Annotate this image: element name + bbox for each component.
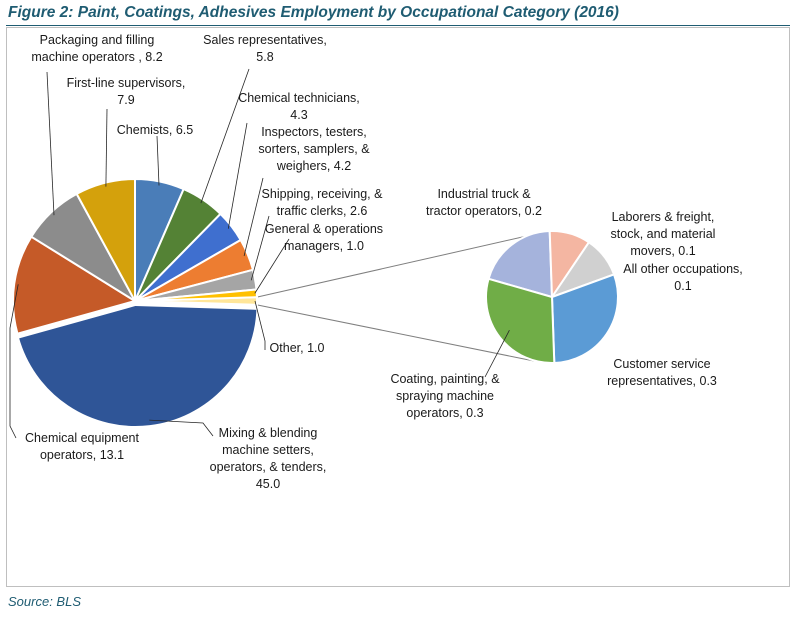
label-packaging-line-2: machine operators , 8.2 — [31, 50, 162, 64]
label-first-line-line-1: First-line supervisors, — [67, 76, 186, 90]
slice-chemical-equipment-operators — [12, 235, 138, 335]
connector-line-bottom — [256, 304, 535, 362]
label-customer-line-2: representatives, 0.3 — [607, 374, 717, 388]
main-pie — [12, 177, 259, 428]
leader-lines — [9, 68, 510, 439]
label-laborers-line-3: movers, 0.1 — [630, 244, 695, 258]
secondary-pie — [485, 230, 619, 364]
leader-mixing — [149, 419, 214, 437]
leader-packaging — [46, 71, 55, 216]
label-shipping-line-1: Shipping, receiving, & — [262, 187, 384, 201]
label-customer-line-1: Customer service — [613, 357, 710, 371]
label-chemical-equipment-line-1: Chemical equipment — [25, 431, 139, 445]
title-rule — [6, 25, 790, 26]
leader-chemists — [156, 135, 160, 186]
label-mixing-line-4: 45.0 — [256, 477, 280, 491]
label-general-line-2: managers, 1.0 — [284, 239, 364, 253]
label-industrial-line-2: tractor operators, 0.2 — [426, 204, 542, 218]
label-shipping-line-2: traffic clerks, 2.6 — [277, 204, 368, 218]
leader-shipping — [250, 215, 270, 281]
label-sales-line-1: Sales representatives, — [203, 33, 327, 47]
label-sales-line-2: 5.8 — [256, 50, 273, 64]
label-inspectors-line-3: weighers, 4.2 — [276, 159, 351, 173]
connector-lines — [256, 232, 541, 362]
label-laborers-line-2: stock, and material — [611, 227, 716, 241]
label-laborers-line-1: Laborers & freight, — [612, 210, 715, 224]
label-all-other-line-1: All other occupations, — [623, 262, 743, 276]
label-mixing-line-3: operators, & tenders, — [210, 460, 327, 474]
secondary-slice-coating-painting-spraying-machine-operators — [485, 277, 556, 364]
label-chemical-tech-line-2: 4.3 — [290, 108, 307, 122]
figure-title: Figure 2: Paint, Coatings, Adhesives Emp… — [8, 4, 619, 21]
label-packaging-line-1: Packaging and filling — [40, 33, 155, 47]
slice-general-operations-managers — [134, 288, 258, 302]
label-all-other-line-2: 0.1 — [674, 279, 691, 293]
leader-sales — [200, 68, 250, 204]
label-chemical-equipment-line-2: operators, 13.1 — [40, 448, 124, 462]
secondary-slice-industrial-truck-tractor-operators — [487, 230, 554, 299]
leader-first-line — [105, 108, 108, 187]
chart-container: Packaging and filling machine operators ,… — [6, 27, 790, 587]
secondary-slice-customer-service-representatives — [550, 273, 619, 364]
label-mixing-line-2: machine setters, — [222, 443, 314, 457]
leader-general — [254, 238, 290, 294]
leader-chemical-tech — [227, 122, 248, 229]
label-chemists: Chemists, 6.5 — [117, 123, 193, 137]
data-labels: Packaging and filling machine operators ,… — [25, 33, 743, 491]
label-inspectors-line-2: sorters, samplers, & — [258, 142, 370, 156]
label-other: Other, 1.0 — [270, 341, 325, 355]
pie-of-pie-chart: Packaging and filling machine operators ,… — [9, 33, 743, 491]
slice-mixing-blending-machine-setters-operators-tenders — [16, 303, 259, 428]
label-coating-line-3: operators, 0.3 — [406, 406, 483, 420]
leader-chemical-equipment — [9, 284, 19, 439]
source-note: Source: BLS — [8, 594, 81, 609]
label-mixing-line-1: Mixing & blending — [219, 426, 318, 440]
label-coating-line-2: spraying machine — [396, 389, 494, 403]
label-first-line-line-2: 7.9 — [117, 93, 134, 107]
connector-line-top — [256, 232, 541, 298]
leader-other — [254, 300, 266, 350]
label-general-line-1: General & operations — [265, 222, 383, 236]
leader-coating — [484, 330, 510, 378]
leader-inspectors — [243, 177, 264, 257]
label-industrial-line-1: Industrial truck & — [437, 187, 531, 201]
label-inspectors-line-1: Inspectors, testers, — [261, 125, 367, 139]
label-coating-line-1: Coating, painting, & — [390, 372, 500, 386]
label-chemical-tech-line-1: Chemical technicians, — [238, 91, 360, 105]
